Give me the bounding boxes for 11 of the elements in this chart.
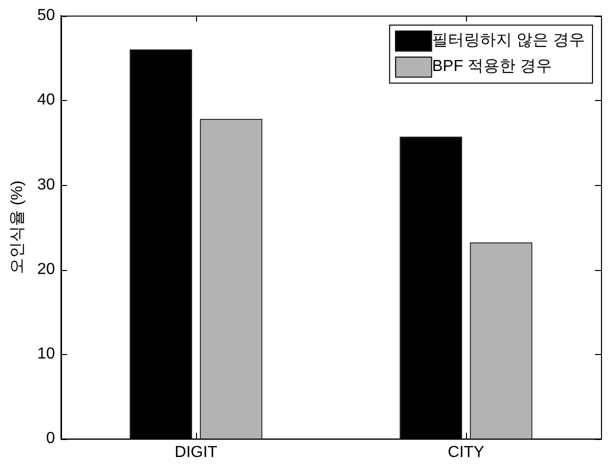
legend-label: BPF 적용한 경우 [432, 58, 552, 76]
x-tick-label: DIGIT [174, 444, 218, 461]
y-tick-label: 20 [37, 260, 56, 278]
y-tick-label: 30 [37, 176, 56, 194]
y-tick-label: 50 [37, 7, 56, 24]
y-tick-label: 10 [37, 346, 56, 363]
x-tick-label: CITY [448, 444, 485, 461]
legend-label: 필터링하지 않은 경우 [432, 32, 585, 50]
y-tick-label: 0 [46, 430, 56, 448]
y-tick-label: 40 [37, 92, 56, 109]
y-axis-title: 오인식율 (%) [9, 180, 26, 274]
